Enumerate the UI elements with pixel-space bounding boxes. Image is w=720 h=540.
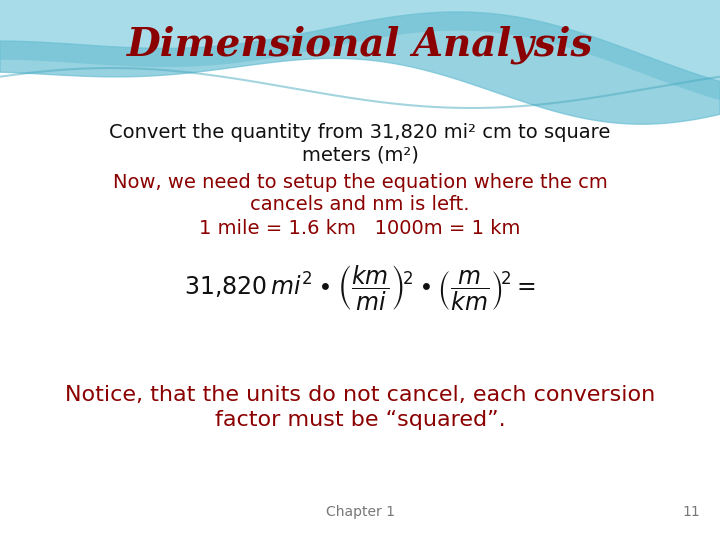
Text: cancels and nm is left.: cancels and nm is left.	[251, 195, 469, 214]
Text: meters (m²): meters (m²)	[302, 145, 418, 165]
Text: $31{,}820\,mi^2 \bullet \left(\dfrac{km}{mi}\right)^{\!2} \bullet \left(\dfrac{m: $31{,}820\,mi^2 \bullet \left(\dfrac{km}…	[184, 264, 536, 313]
Text: Dimensional Analysis: Dimensional Analysis	[127, 26, 593, 64]
Text: 1 mile = 1.6 km   1000m = 1 km: 1 mile = 1.6 km 1000m = 1 km	[199, 219, 521, 238]
Text: factor must be “squared”.: factor must be “squared”.	[215, 410, 505, 430]
Text: 11: 11	[683, 505, 700, 519]
Text: Convert the quantity from 31,820 mi² cm to square: Convert the quantity from 31,820 mi² cm …	[109, 123, 611, 141]
Text: Chapter 1: Chapter 1	[325, 505, 395, 519]
Text: Notice, that the units do not cancel, each conversion: Notice, that the units do not cancel, ea…	[65, 385, 655, 405]
Text: Now, we need to setup the equation where the cm: Now, we need to setup the equation where…	[112, 172, 608, 192]
